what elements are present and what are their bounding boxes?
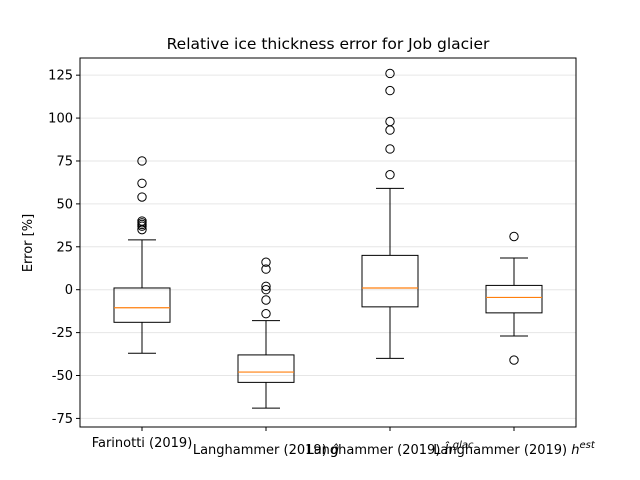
chart-title: Relative ice thickness error for Job gla… [167,35,490,53]
box-group [361,68,419,359]
x-tick-label-text: Farinotti (2019) [92,436,193,451]
iqr-box [485,284,543,314]
x-tick-label: Langhammer (2019) ĥglac [306,440,474,458]
y-tick-label: -50 [52,369,73,384]
x-tick-label-symbol: ĝ [331,443,339,458]
outlier-point [385,170,395,180]
x-tick-label-text: Langhammer (2019) [433,443,571,458]
y-tick-label: 125 [48,69,73,84]
y-tick-label: 25 [56,240,73,255]
box-group [237,257,295,409]
outlier-point [261,264,271,274]
x-tick-label: Farinotti (2019) [92,436,193,451]
outlier-point [261,309,271,319]
x-tick-label-symbol: ĥ [445,442,453,458]
x-tick-label-text: Langhammer (2019) [306,443,444,458]
iqr-box [361,254,419,308]
x-tick-label: Langhammer (2019) hest [433,440,596,458]
y-tick-label: -75 [52,412,73,427]
iqr-box [113,287,171,323]
y-tick-label: -25 [52,326,73,341]
x-tick-label-text: Langhammer (2019) [193,443,331,458]
outlier-point [509,231,519,242]
y-axis: -75 -50 -25 0 25 50 75 100 125 [48,69,80,427]
boxes-layer [113,68,543,409]
outlier-point [385,125,395,135]
x-axis: Farinotti (2019) Langhammer (2019) ĝLangh… [92,427,596,458]
y-tick-label: 75 [56,154,73,169]
x-tick-label: Langhammer (2019) ĝ [193,443,339,458]
x-tick-label-superscript: glac [453,440,474,451]
outlier-point [261,257,271,267]
outlier-point [137,178,147,188]
plot-frame [79,57,577,428]
y-tick-label: 50 [56,197,73,212]
outlier-point [137,156,147,166]
y-tick-label: 0 [65,283,73,298]
outlier-point [385,85,395,96]
outlier-point [509,355,519,365]
y-tick-label: 100 [48,112,73,127]
iqr-box [237,354,295,383]
box-group [485,231,543,365]
y-axis-label: Error [%] [21,214,36,272]
outlier-point [385,144,395,154]
outlier-point [385,68,395,79]
outlier-point [261,281,271,291]
x-tick-label-symbol: h [571,443,579,458]
outlier-point [137,224,147,235]
outlier-point [137,221,147,231]
box-group [113,156,171,354]
x-tick-label-superscript: est [580,440,596,451]
outlier-point [261,295,271,305]
outlier-point [137,192,147,202]
outlier-point [261,284,271,295]
grid-lines [80,74,576,419]
